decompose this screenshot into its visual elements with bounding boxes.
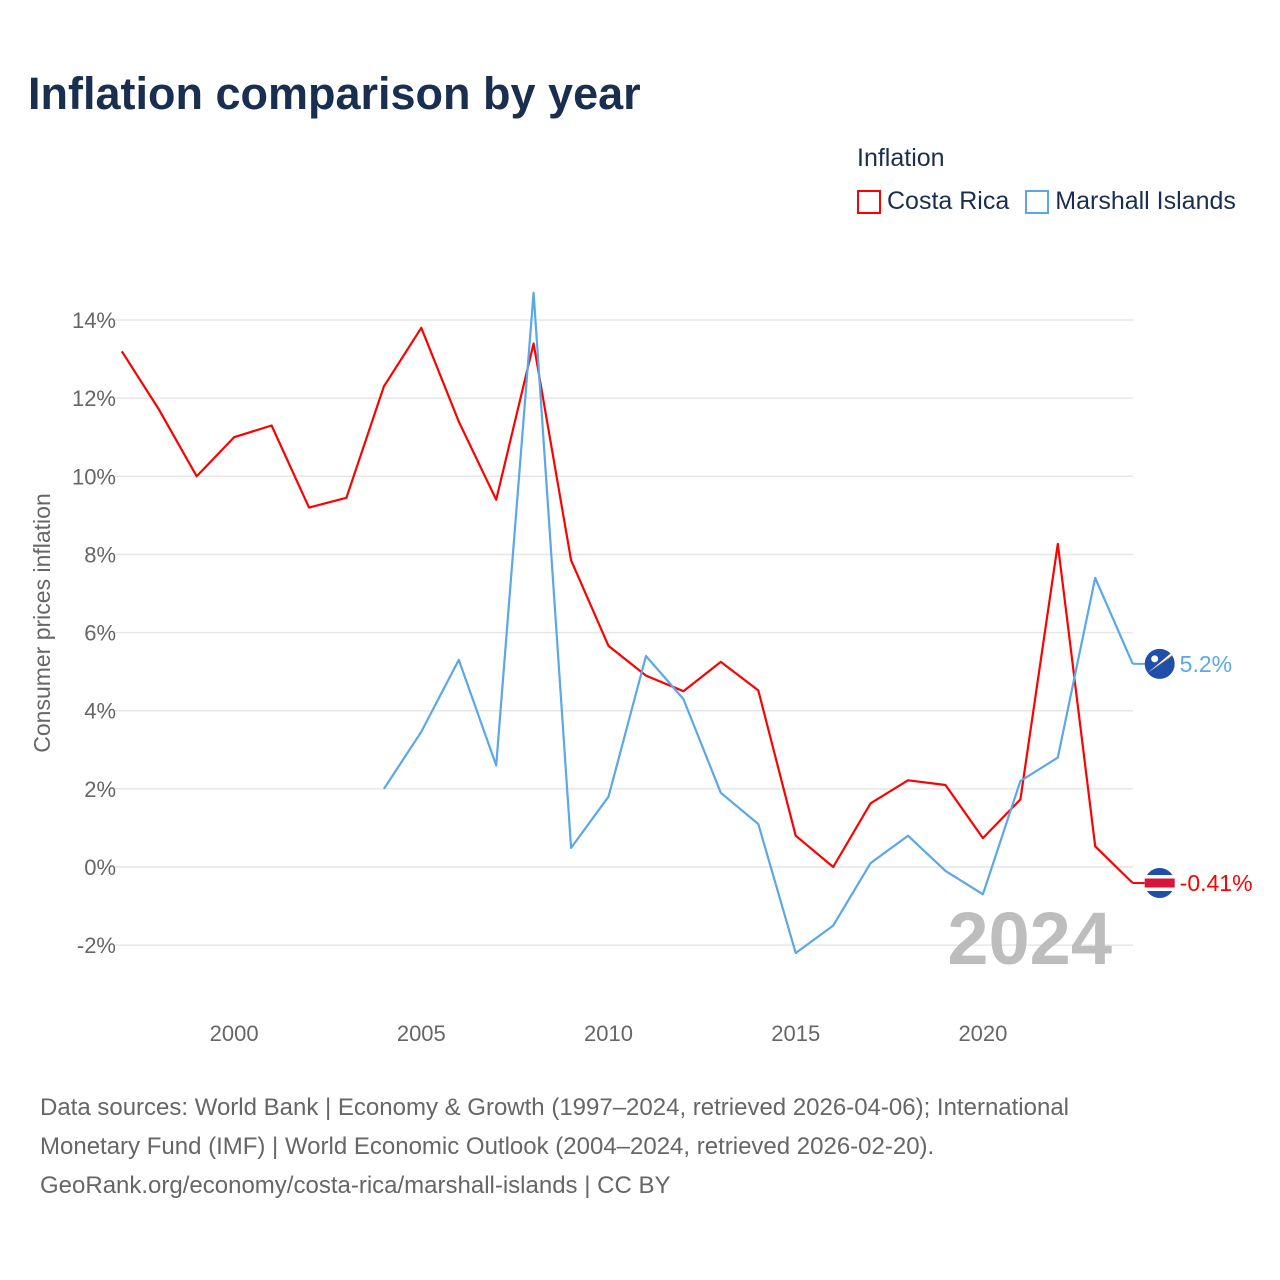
- data-point: [494, 763, 498, 767]
- data-point: [719, 660, 723, 664]
- data-point: [419, 730, 423, 734]
- data-point: [1093, 576, 1097, 580]
- data-point: [1056, 542, 1060, 546]
- data-point: [1018, 797, 1022, 801]
- legend-swatch: [1025, 189, 1050, 214]
- flag-stripe: [1144, 878, 1175, 888]
- legend-item-costa-rica[interactable]: Costa Rica: [857, 187, 1009, 216]
- data-point: [906, 778, 910, 782]
- legend-item-marshall-islands[interactable]: Marshall Islands: [1025, 187, 1236, 216]
- data-point: [756, 822, 760, 826]
- series-line-marshall-islands: [382, 291, 1134, 955]
- legend-label: Costa Rica: [887, 187, 1010, 215]
- data-point: [195, 474, 199, 478]
- source-note: Data sources: World Bank | Economy & Gro…: [40, 1088, 1240, 1205]
- y-tick-label: 12%: [72, 386, 116, 411]
- line-chart: -2% 0% 2% 4% 6% 8% 10% 12% 14% 2000 2005 2010 2015 20…: [29, 291, 1253, 1046]
- data-point: [382, 787, 386, 791]
- y-tick-label: 10%: [72, 464, 116, 489]
- data-point: [756, 688, 760, 692]
- data-point: [419, 326, 423, 330]
- data-point: [344, 496, 348, 500]
- data-point: [869, 801, 873, 805]
- data-point: [607, 644, 611, 648]
- data-point: [607, 795, 611, 799]
- year-watermark: 2024: [947, 897, 1112, 980]
- legend-swatch: [857, 189, 881, 214]
- data-point: [681, 689, 685, 693]
- x-tick-label: 2005: [397, 1021, 446, 1046]
- data-point: [532, 341, 536, 345]
- source-line: Data sources: World Bank | Economy & Gro…: [40, 1094, 1070, 1121]
- x-tick-label: 2000: [210, 1021, 259, 1046]
- data-point: [869, 861, 873, 865]
- data-point: [1093, 844, 1097, 848]
- data-point: [157, 408, 161, 412]
- data-point: [719, 791, 723, 795]
- data-point: [831, 865, 835, 869]
- y-tick-label: 6%: [84, 621, 116, 646]
- data-point: [457, 658, 461, 662]
- legend-title: Inflation: [857, 144, 945, 172]
- data-point: [831, 924, 835, 928]
- chart-title: Inflation comparison by year: [28, 68, 641, 119]
- data-point: [644, 654, 648, 658]
- data-point: [906, 834, 910, 838]
- data-point: [943, 783, 947, 787]
- y-axis-label: Consumer prices inflation: [29, 493, 55, 753]
- data-point: [981, 892, 985, 896]
- series-line-costa-rica: [120, 326, 1134, 884]
- y-tick-label: 2%: [84, 777, 116, 802]
- data-point: [232, 435, 236, 439]
- data-point: [794, 951, 798, 955]
- x-tick-label: 2020: [958, 1021, 1007, 1046]
- data-point: [569, 846, 573, 850]
- data-point: [644, 674, 648, 678]
- data-point: [457, 420, 461, 424]
- legend-label: Marshall Islands: [1055, 187, 1236, 215]
- legend: Inflation Costa Rica Marshall Islands: [857, 144, 1252, 221]
- x-tick-label: 2010: [584, 1021, 633, 1046]
- data-point: [681, 697, 685, 701]
- source-line: GeoRank.org/economy/costa-rica/marshall-…: [40, 1172, 671, 1199]
- data-point: [382, 384, 386, 388]
- y-tick-label: 8%: [84, 542, 116, 567]
- y-tick-label: -2%: [77, 933, 116, 958]
- flag-star: [1151, 655, 1159, 663]
- flag-stripe: [1147, 650, 1174, 673]
- source-line: Monetary Fund (IMF) | World Economic Out…: [40, 1133, 935, 1160]
- end-value-label: -0.41%: [1180, 870, 1253, 896]
- data-point: [494, 498, 498, 502]
- end-value-label: 5.2%: [1180, 651, 1232, 677]
- data-point: [943, 869, 947, 873]
- data-point: [1056, 756, 1060, 760]
- x-tick-label: 2015: [771, 1021, 820, 1046]
- data-point: [270, 424, 274, 428]
- data-point: [569, 558, 573, 562]
- data-point: [1018, 779, 1022, 783]
- y-tick-label: 4%: [84, 699, 116, 724]
- y-tick-label: 0%: [84, 855, 116, 880]
- data-point: [120, 349, 124, 353]
- data-point: [307, 506, 311, 510]
- data-point: [532, 291, 536, 295]
- data-point: [981, 836, 985, 840]
- y-tick-label: 14%: [72, 308, 116, 333]
- data-point: [794, 834, 798, 838]
